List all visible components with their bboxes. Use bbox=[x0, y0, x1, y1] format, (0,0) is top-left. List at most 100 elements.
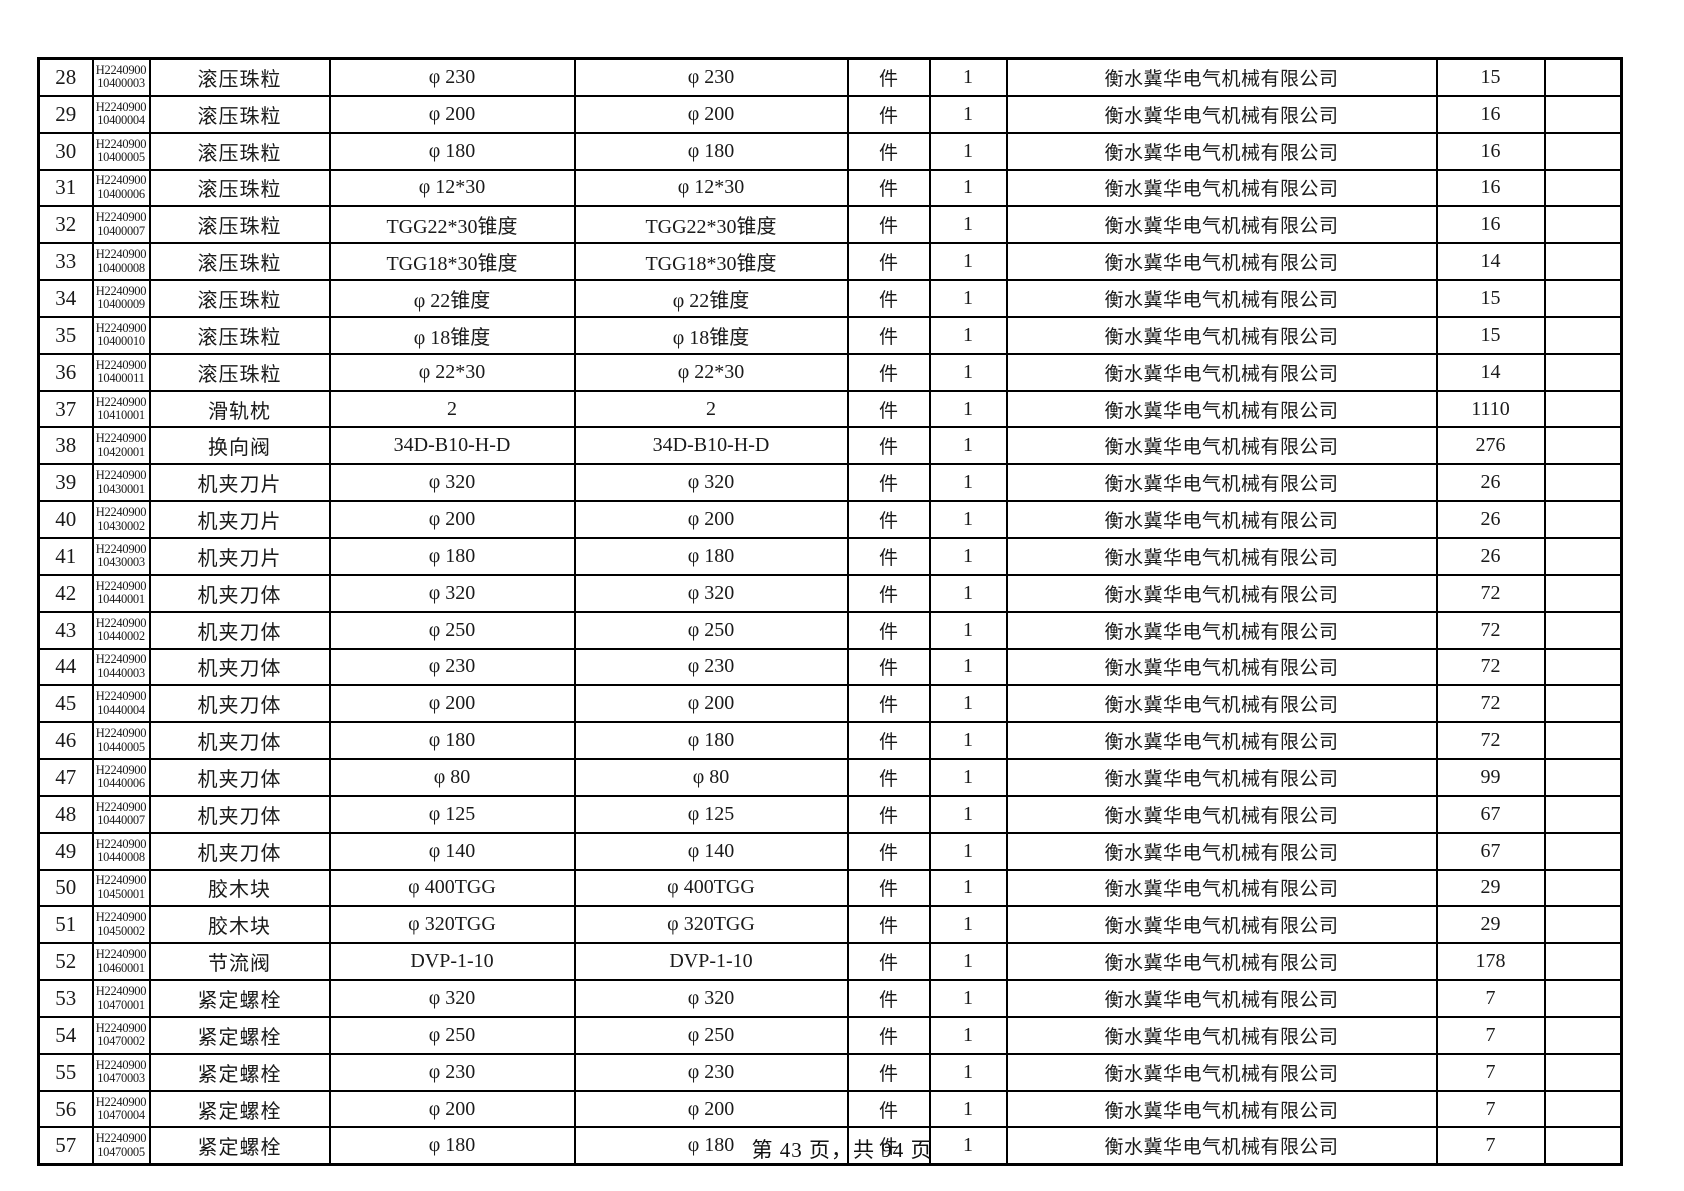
item-code-prefix: H2240900 bbox=[95, 62, 147, 77]
item-code-cell: H2240900 10470002 bbox=[91, 1015, 151, 1055]
amount-cell: 7 bbox=[1435, 1052, 1546, 1092]
supplier-cell: 衡水冀华电气机械有限公司 bbox=[1005, 279, 1438, 318]
item-code-cell: H2240900 10430002 bbox=[91, 500, 151, 539]
qty-cell: 1 bbox=[928, 573, 1008, 613]
amount-cell: 15 bbox=[1435, 315, 1546, 355]
empty-cell bbox=[1543, 94, 1623, 134]
amount-cell: 99 bbox=[1435, 758, 1546, 797]
spec-cell: φ 230 bbox=[328, 57, 576, 97]
empty-cell bbox=[1543, 389, 1623, 429]
item-name-cell: 机夹刀片 bbox=[148, 463, 331, 503]
table-row: 39 H2240900 10430001 机夹刀片 φ 320 φ 320 件 1 衡水冀华电气… bbox=[37, 463, 1623, 503]
qty-cell: 1 bbox=[928, 536, 1008, 576]
table-row: 52 H2240900 10460001 节流阀 DVP-1-10 DVP-1-10 件 1 衡… bbox=[37, 942, 1623, 982]
spec2-cell: φ 230 bbox=[573, 1052, 849, 1092]
unit-cell: 件 bbox=[846, 279, 931, 318]
supplier-cell: 衡水冀华电气机械有限公司 bbox=[1005, 426, 1438, 466]
item-name-cell: 滚压珠粒 bbox=[148, 168, 331, 208]
item-code-number: 10450002 bbox=[97, 923, 145, 938]
supplier-cell: 衡水冀华电气机械有限公司 bbox=[1005, 573, 1438, 613]
unit-cell: 件 bbox=[846, 794, 931, 834]
parts-table: 28 H2240900 10400003 滚压珠粒 φ 230 φ 230 件 1 衡水冀华电气… bbox=[37, 57, 1623, 1167]
amount-cell: 26 bbox=[1435, 500, 1546, 539]
spec-cell: φ 200 bbox=[328, 500, 576, 539]
amount-cell: 29 bbox=[1435, 905, 1546, 945]
spec2-cell: φ 250 bbox=[573, 1015, 849, 1055]
item-code-prefix: H2240900 bbox=[95, 320, 147, 335]
table-row: 32 H2240900 10400007 滚压珠粒 TGG22*30锥度 TGG22*30… bbox=[37, 205, 1623, 245]
qty-cell: 1 bbox=[928, 131, 1008, 171]
spec2-cell: φ 140 bbox=[573, 831, 849, 871]
item-code-prefix: H2240900 bbox=[95, 578, 147, 593]
item-name-cell: 紧定螺栓 bbox=[148, 979, 331, 1018]
spec2-cell: φ 180 bbox=[573, 131, 849, 171]
item-code-prefix: H2240900 bbox=[95, 726, 147, 741]
spec-cell: φ 200 bbox=[328, 94, 576, 134]
item-code-cell: H2240900 10400009 bbox=[91, 279, 151, 318]
supplier-cell: 衡水冀华电气机械有限公司 bbox=[1005, 463, 1438, 503]
table-row: 45 H2240900 10440004 机夹刀体 φ 200 φ 200 件 1 衡水冀华电气… bbox=[37, 684, 1623, 724]
row-number-cell: 31 bbox=[37, 168, 94, 208]
empty-cell bbox=[1543, 1052, 1623, 1092]
item-code-prefix: H2240900 bbox=[95, 1131, 147, 1146]
item-code-prefix: H2240900 bbox=[95, 836, 147, 851]
amount-cell: 16 bbox=[1435, 205, 1546, 245]
empty-cell bbox=[1543, 500, 1623, 539]
item-code-prefix: H2240900 bbox=[95, 873, 147, 888]
spec-cell: 2 bbox=[328, 389, 576, 429]
row-number-cell: 48 bbox=[37, 794, 94, 834]
spec2-cell: φ 250 bbox=[573, 610, 849, 650]
item-code-cell: H2240900 10470005 bbox=[91, 1126, 151, 1166]
item-code-prefix: H2240900 bbox=[95, 1020, 147, 1035]
item-code-prefix: H2240900 bbox=[95, 799, 147, 814]
row-number-cell: 33 bbox=[37, 242, 94, 282]
spec2-cell: φ 180 bbox=[573, 721, 849, 761]
row-number-cell: 42 bbox=[37, 573, 94, 613]
item-code-prefix: H2240900 bbox=[95, 615, 147, 630]
amount-cell: 15 bbox=[1435, 279, 1546, 318]
spec-cell: φ 22锥度 bbox=[328, 279, 576, 318]
unit-cell: 件 bbox=[846, 57, 931, 97]
supplier-cell: 衡水冀华电气机械有限公司 bbox=[1005, 684, 1438, 724]
spec2-cell: DVP-1-10 bbox=[573, 942, 849, 982]
qty-cell: 1 bbox=[928, 94, 1008, 134]
spec2-cell: φ 22*30 bbox=[573, 352, 849, 392]
spec-cell: φ 320 bbox=[328, 979, 576, 1018]
table-row: 41 H2240900 10430003 机夹刀片 φ 180 φ 180 件 1 衡水冀华电气… bbox=[37, 536, 1623, 576]
amount-cell: 16 bbox=[1435, 131, 1546, 171]
spec-cell: φ 320 bbox=[328, 463, 576, 503]
item-name-cell: 滚压珠粒 bbox=[148, 242, 331, 282]
row-number-cell: 40 bbox=[37, 500, 94, 539]
spec2-cell: φ 400TGG bbox=[573, 868, 849, 908]
item-code-prefix: H2240900 bbox=[95, 541, 147, 556]
item-code-prefix: H2240900 bbox=[95, 505, 147, 520]
unit-cell: 件 bbox=[846, 684, 931, 724]
amount-cell: 178 bbox=[1435, 942, 1546, 982]
supplier-cell: 衡水冀华电气机械有限公司 bbox=[1005, 315, 1438, 355]
row-number-cell: 34 bbox=[37, 279, 94, 318]
empty-cell bbox=[1543, 721, 1623, 761]
spec2-cell: φ 320 bbox=[573, 463, 849, 503]
item-code-number: 10400007 bbox=[97, 223, 145, 238]
row-number-cell: 52 bbox=[37, 942, 94, 982]
empty-cell bbox=[1543, 979, 1623, 1018]
row-number-cell: 38 bbox=[37, 426, 94, 466]
table-row: 33 H2240900 10400008 滚压珠粒 TGG18*30锥度 TGG18*30… bbox=[37, 242, 1623, 282]
unit-cell: 件 bbox=[846, 242, 931, 282]
item-code-number: 10440002 bbox=[97, 629, 145, 644]
empty-cell bbox=[1543, 868, 1623, 908]
unit-cell: 件 bbox=[846, 905, 931, 945]
item-code-prefix: H2240900 bbox=[95, 984, 147, 999]
table-row: 55 H2240900 10470003 紧定螺栓 φ 230 φ 230 件 1 衡水冀华电气… bbox=[37, 1052, 1623, 1092]
item-code-cell: H2240900 10450002 bbox=[91, 905, 151, 945]
supplier-cell: 衡水冀华电气机械有限公司 bbox=[1005, 1015, 1438, 1055]
spec-cell: φ 320 bbox=[328, 573, 576, 613]
unit-cell: 件 bbox=[846, 168, 931, 208]
item-code-cell: H2240900 10400003 bbox=[91, 57, 151, 97]
spec2-cell: φ 200 bbox=[573, 684, 849, 724]
item-code-number: 10400006 bbox=[97, 186, 145, 201]
item-code-prefix: H2240900 bbox=[95, 652, 147, 667]
item-code-cell: H2240900 10440006 bbox=[91, 758, 151, 797]
qty-cell: 1 bbox=[928, 205, 1008, 245]
